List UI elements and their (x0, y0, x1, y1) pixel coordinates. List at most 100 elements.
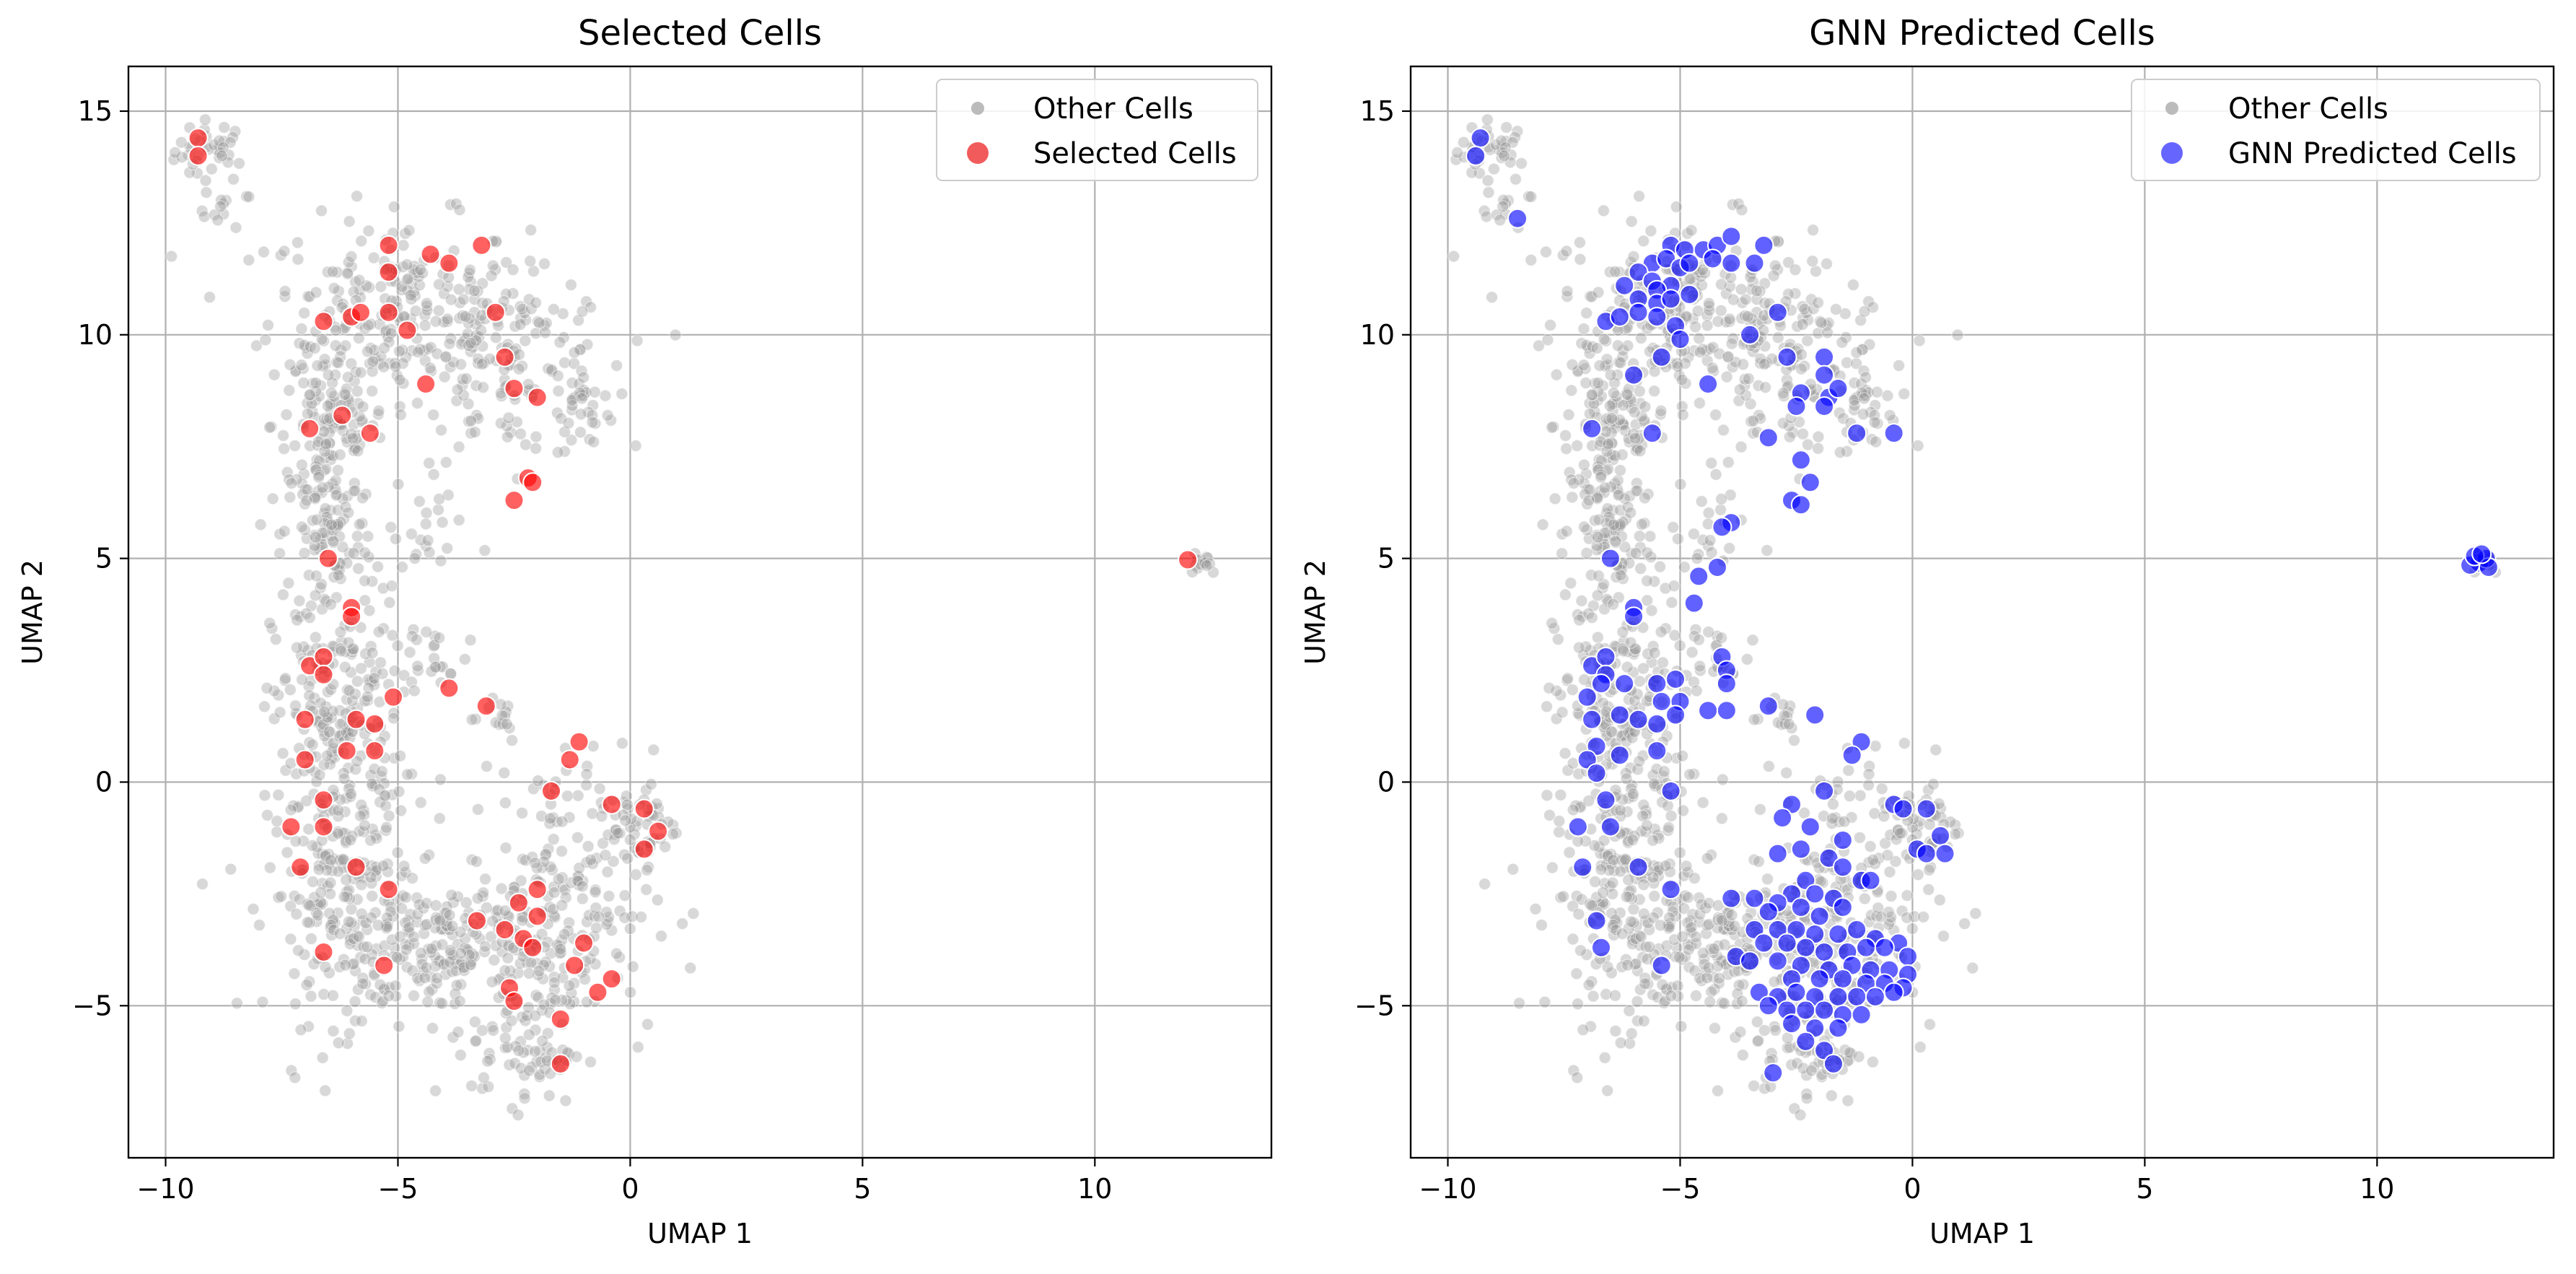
point-other-cell (279, 290, 292, 303)
point-other-cell (505, 1014, 518, 1027)
legend-label-gnn-predicted-cells: GNN Predicted Cells (2228, 137, 2517, 170)
point-gnn-predicted-cell (1930, 825, 1951, 846)
point-other-cell (539, 326, 552, 339)
point-other-cell (289, 439, 302, 453)
point-other-cell (1656, 656, 1670, 669)
point-other-cell (1574, 944, 1587, 957)
point-other-cell (1550, 368, 1563, 381)
point-other-cell (444, 332, 457, 345)
point-other-cell (540, 316, 553, 330)
point-other-cell (1582, 494, 1595, 507)
point-other-cell (1625, 1027, 1638, 1040)
point-other-cell (413, 495, 426, 508)
point-gnn-predicted-cell (1897, 946, 1918, 967)
point-other-cell (1723, 313, 1736, 326)
point-other-cell (439, 350, 452, 364)
point-other-cell (559, 1094, 572, 1107)
point-other-cell (1586, 388, 1599, 401)
point-other-cell (471, 891, 484, 905)
point-other-cell (294, 1024, 307, 1037)
point-other-cell (1735, 204, 1748, 217)
point-other-cell (401, 768, 414, 781)
point-other-cell (558, 928, 571, 941)
point-other-cell (536, 1034, 549, 1047)
point-other-cell (433, 812, 446, 825)
point-other-cell (471, 803, 485, 816)
point-selected-cell (313, 664, 334, 685)
point-gnn-predicted-cell (1805, 704, 1826, 725)
point-other-cell (1722, 350, 1735, 364)
point-gnn-predicted-cell (1767, 302, 1788, 323)
point-other-cell (1645, 604, 1658, 617)
point-other-cell (1648, 889, 1661, 903)
point-other-cell (1667, 520, 1680, 534)
point-other-cell (1829, 302, 1842, 316)
point-other-cell (344, 787, 357, 800)
point-other-cell (566, 394, 579, 407)
point-other-cell (350, 190, 364, 203)
point-other-cell (347, 546, 360, 559)
point-other-cell (310, 570, 323, 583)
point-other-cell (576, 305, 589, 318)
point-other-cell (1611, 339, 1624, 352)
point-other-cell (310, 840, 323, 853)
point-other-cell (1688, 872, 1701, 885)
point-other-cell (502, 411, 515, 424)
point-other-cell (1951, 328, 1964, 341)
point-other-cell (1566, 684, 1579, 697)
point-other-cell (1906, 922, 1919, 935)
point-other-cell (1525, 190, 1538, 204)
point-other-cell (298, 307, 311, 320)
point-selected-cell (587, 982, 608, 1003)
point-other-cell (1673, 846, 1686, 859)
point-other-cell (284, 358, 297, 371)
x-tick-label: −10 (1419, 1173, 1476, 1205)
point-other-cell (1671, 980, 1684, 992)
point-other-cell (486, 259, 499, 272)
point-other-cell (454, 1049, 467, 1062)
point-other-cell (1529, 902, 1542, 915)
point-other-cell (215, 149, 229, 162)
point-other-cell (584, 853, 597, 866)
point-other-cell (419, 972, 431, 985)
point-other-cell (352, 930, 365, 943)
point-other-cell (292, 800, 305, 814)
legend-label-selected-cells: Selected Cells (1033, 137, 1237, 170)
point-other-cell (299, 607, 313, 620)
point-other-cell (1633, 530, 1646, 543)
point-other-cell (285, 1064, 298, 1077)
x-tick-label: −10 (136, 1173, 194, 1205)
point-other-cell (1870, 385, 1883, 398)
point-other-cell (1707, 942, 1720, 956)
point-other-cell (169, 146, 182, 159)
point-other-cell (328, 282, 341, 295)
point-other-cell (288, 967, 301, 980)
point-other-cell (1704, 995, 1717, 1008)
point-other-cell (465, 713, 478, 726)
point-other-cell (278, 442, 291, 455)
point-other-cell (564, 279, 577, 292)
point-other-cell (476, 357, 489, 371)
point-other-cell (1735, 995, 1748, 1008)
point-other-cell (289, 834, 302, 847)
point-gnn-predicted-cell (1828, 924, 1849, 945)
x-tick-label: 5 (2136, 1173, 2153, 1205)
point-other-cell (385, 580, 398, 593)
point-other-cell (284, 684, 297, 697)
point-other-cell (1554, 788, 1567, 801)
point-other-cell (329, 339, 342, 352)
point-other-cell (1601, 1084, 1614, 1097)
point-other-cell (268, 684, 281, 697)
point-other-cell (472, 357, 485, 370)
point-other-cell (1794, 1109, 1807, 1122)
point-other-cell (436, 516, 449, 529)
point-other-cell (326, 265, 339, 278)
point-other-cell (623, 833, 636, 847)
point-other-cell (1608, 989, 1621, 1002)
point-other-cell (1711, 1084, 1725, 1097)
point-other-cell (1807, 224, 1820, 237)
point-other-cell (273, 706, 286, 719)
point-other-cell (1632, 190, 1646, 203)
point-selected-cell (294, 749, 315, 770)
point-gnn-predicted-cell (1814, 941, 1835, 962)
